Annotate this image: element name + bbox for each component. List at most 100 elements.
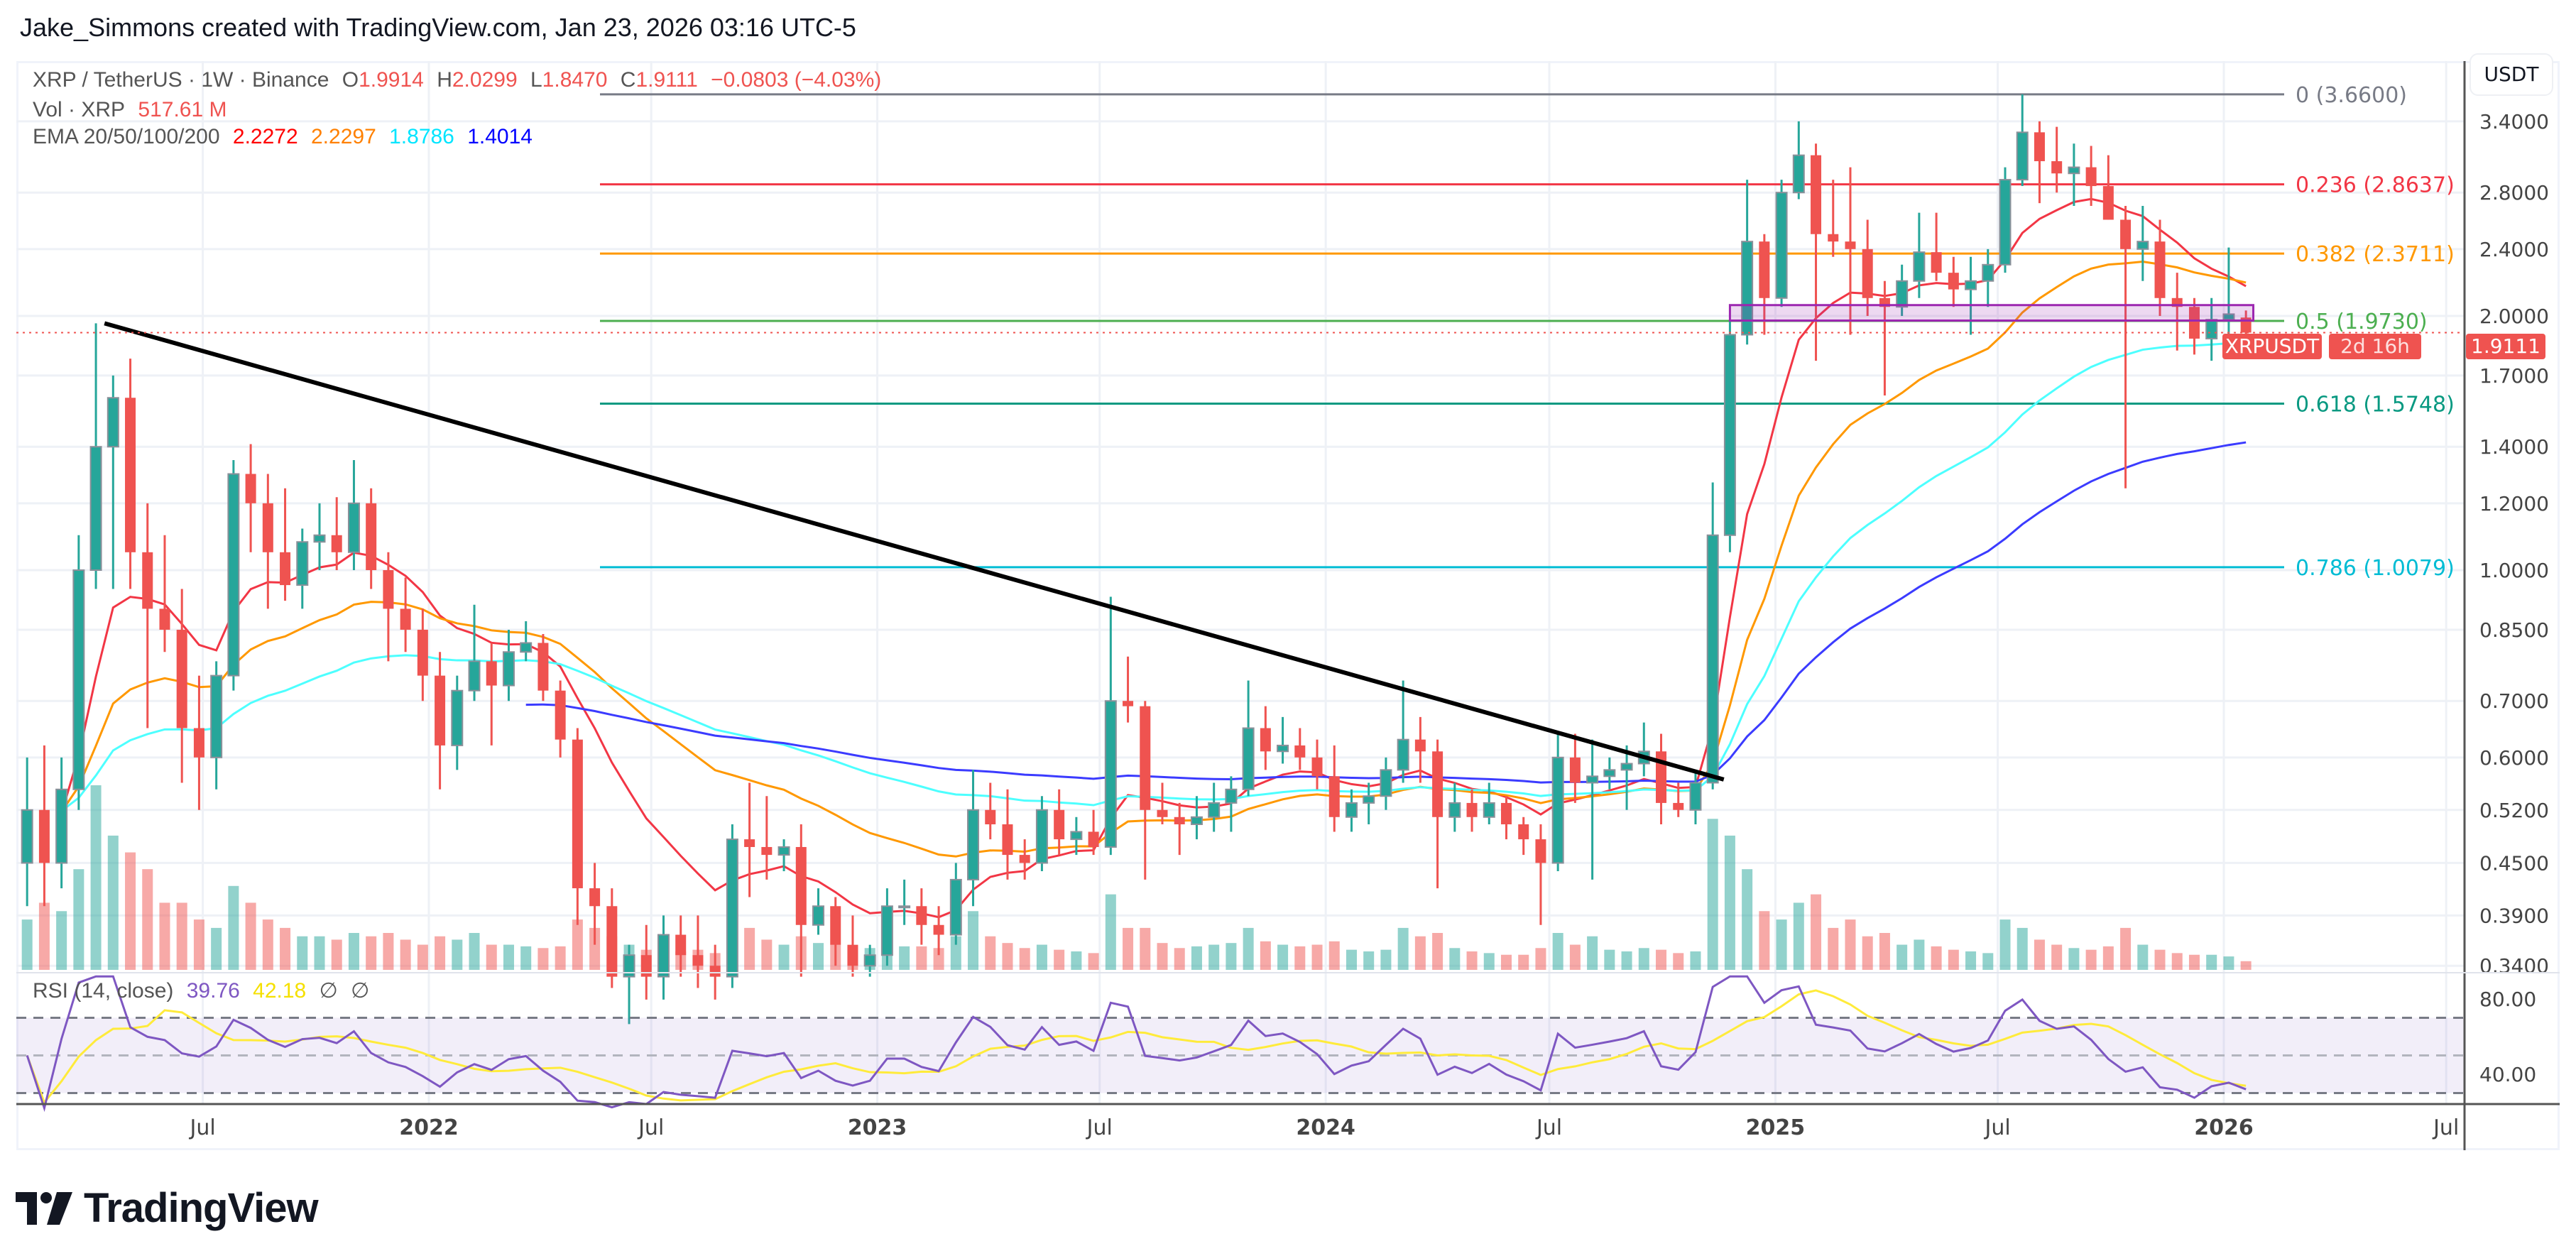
candle bbox=[2154, 219, 2166, 316]
volume-bar bbox=[38, 902, 50, 970]
time-axis-label: Jul bbox=[2432, 1115, 2459, 1140]
volume-bar bbox=[537, 948, 549, 970]
candle-body bbox=[176, 629, 187, 728]
volume-bar bbox=[2068, 948, 2080, 970]
candle-body bbox=[1551, 756, 1564, 864]
price-axis-label: 0.7000 bbox=[2479, 689, 2549, 713]
candle bbox=[366, 488, 377, 589]
candle bbox=[107, 375, 119, 589]
candle-body bbox=[1862, 249, 1873, 298]
volume-label[interactable]: Vol · XRP bbox=[33, 98, 126, 121]
volume-bar bbox=[1002, 943, 1013, 970]
volume-bar bbox=[1414, 936, 1426, 970]
time-axis-label: 2022 bbox=[399, 1115, 459, 1140]
candle-body bbox=[1070, 831, 1083, 841]
ema-label[interactable]: EMA 20/50/100/200 bbox=[33, 125, 220, 148]
volume-bar bbox=[1862, 936, 1873, 970]
candle bbox=[1723, 320, 1736, 552]
candle-body bbox=[1518, 824, 1529, 840]
rsi-label[interactable]: RSI (14, close) bbox=[33, 979, 174, 1003]
volume-bar bbox=[1019, 948, 1030, 970]
tradingview-logo[interactable]: TradingView bbox=[16, 1184, 319, 1232]
volume-bar bbox=[2137, 944, 2149, 970]
axes: 3.4000 2.8000 2.4000 2.0000 1.7000 1.4000 1.20… bbox=[16, 61, 2560, 1150]
candle bbox=[1518, 817, 1529, 856]
candle bbox=[1775, 180, 1788, 307]
candle bbox=[2016, 94, 2029, 187]
symbol-name[interactable]: XRP / TetherUS · 1W · Binance bbox=[33, 68, 329, 92]
candle bbox=[1913, 212, 1926, 298]
candle bbox=[193, 675, 204, 810]
volume-bar bbox=[228, 885, 239, 970]
candle-body bbox=[1260, 728, 1271, 752]
fib-level-label: 0 (3.6600) bbox=[2296, 83, 2407, 108]
volume-bar bbox=[56, 911, 67, 970]
candle-body bbox=[1759, 241, 1770, 298]
volume-bar bbox=[1724, 835, 1735, 970]
volume-legend: Vol · XRP 517.61 M bbox=[33, 98, 234, 122]
candle-body bbox=[2034, 132, 2045, 162]
rsi-line bbox=[26, 975, 2247, 1113]
candle-body bbox=[89, 446, 102, 571]
candle bbox=[1483, 782, 1495, 825]
volume-bar bbox=[1982, 953, 1994, 970]
volume-bar bbox=[2223, 956, 2234, 970]
candle-body bbox=[1363, 795, 1375, 804]
open-label: O bbox=[342, 68, 359, 92]
volume-bar bbox=[2240, 961, 2252, 970]
volume-bar bbox=[245, 902, 256, 970]
candle-body bbox=[1466, 802, 1478, 817]
volume-bar bbox=[1260, 941, 1271, 970]
candle-body bbox=[2068, 166, 2080, 175]
low-value: 1.8470 bbox=[542, 68, 608, 92]
time-axis-label: 2023 bbox=[848, 1115, 907, 1140]
candle bbox=[227, 459, 240, 691]
candles bbox=[21, 94, 2252, 1025]
candle bbox=[296, 528, 309, 609]
candle bbox=[949, 863, 962, 945]
candle bbox=[347, 459, 360, 570]
volume-bar bbox=[1243, 927, 1254, 970]
candle-body bbox=[1002, 824, 1013, 856]
candle bbox=[1948, 256, 1959, 307]
volume-bar bbox=[1071, 951, 1082, 970]
high-value: 2.0299 bbox=[452, 68, 518, 92]
candle-body bbox=[142, 552, 153, 609]
volume-bar bbox=[125, 852, 136, 970]
candle bbox=[830, 897, 841, 966]
candle-body bbox=[210, 675, 223, 758]
volume-bar bbox=[1552, 933, 1563, 970]
candle bbox=[777, 839, 790, 872]
volume-bar bbox=[1587, 936, 1598, 970]
symbol-price-tag: XRPUSDT bbox=[2222, 334, 2322, 359]
candle-body bbox=[1414, 739, 1426, 752]
candle bbox=[1551, 733, 1564, 872]
candle-body bbox=[1586, 775, 1599, 784]
volume-bar bbox=[262, 919, 273, 970]
candle bbox=[1242, 680, 1255, 797]
rsi-axis-label: 80.00 bbox=[2479, 988, 2536, 1011]
volume-bar bbox=[1914, 939, 1925, 970]
candle-body bbox=[1088, 831, 1099, 847]
candle-body bbox=[1741, 241, 1754, 336]
time-axis-label: 2024 bbox=[1296, 1115, 1355, 1140]
ema20-value: 2.2272 bbox=[232, 125, 298, 148]
volume-bar bbox=[1054, 949, 1065, 970]
volume-bar bbox=[435, 936, 446, 970]
candle-body bbox=[1811, 155, 1822, 234]
candle bbox=[125, 359, 136, 589]
candle bbox=[21, 757, 33, 907]
ema200-line bbox=[525, 441, 2247, 784]
volume-bar bbox=[1466, 951, 1478, 970]
candle-body bbox=[589, 888, 601, 907]
volume-bar bbox=[2085, 949, 2097, 970]
currency-button[interactable]: USDT bbox=[2469, 53, 2553, 96]
candle bbox=[1792, 121, 1805, 200]
price-axis-label: 2.4000 bbox=[2479, 238, 2549, 261]
candle-body bbox=[21, 809, 33, 864]
candle bbox=[812, 888, 825, 935]
candle bbox=[1328, 745, 1340, 832]
time-axis-label: Jul bbox=[1086, 1115, 1113, 1140]
candle bbox=[761, 796, 773, 880]
